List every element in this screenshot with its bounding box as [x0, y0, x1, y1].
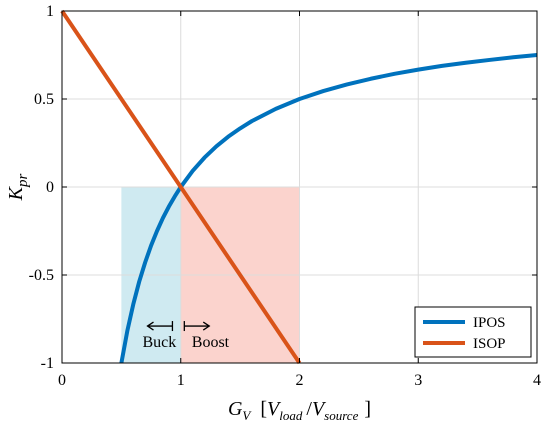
- buck-arrow-head: [146, 321, 154, 331]
- y-tick-label: 0: [46, 179, 54, 196]
- y-tick-label: -1: [41, 355, 54, 372]
- legend-label-isop: ISOP: [473, 336, 506, 352]
- x-tick-labels: 0 1 2 3 4: [58, 11, 541, 389]
- y-tick-label: 1: [46, 3, 54, 20]
- series-line-isop: [60, 9, 302, 365]
- x-tick-label: 2: [296, 372, 304, 389]
- y-tick-label: 0.5: [34, 91, 54, 108]
- y-tick-label: -0.5: [29, 267, 54, 284]
- legend-label-ipos: IPOS: [473, 315, 506, 331]
- legend: IPOS ISOP: [414, 306, 532, 358]
- legend-box: [414, 306, 532, 358]
- y-tick-labels: -1 -0.5 0 0.5 1: [29, 3, 537, 372]
- x-tick-label: 4: [533, 372, 541, 389]
- series-lines: [60, 9, 538, 365]
- buck-label: Buck: [142, 334, 176, 351]
- annotations: Buck Boost: [142, 321, 230, 351]
- x-tick-label: 3: [414, 372, 422, 389]
- x-axis-label: GV [Vload/Vsource]: [228, 398, 371, 423]
- boost-label: Boost: [192, 334, 230, 351]
- x-tick-label: 0: [58, 372, 66, 389]
- y-axis-label: Kpr: [5, 174, 31, 202]
- series-line-ipos: [119, 53, 538, 364]
- x-tick-label: 1: [177, 372, 185, 389]
- boost-arrow-head: [202, 321, 211, 331]
